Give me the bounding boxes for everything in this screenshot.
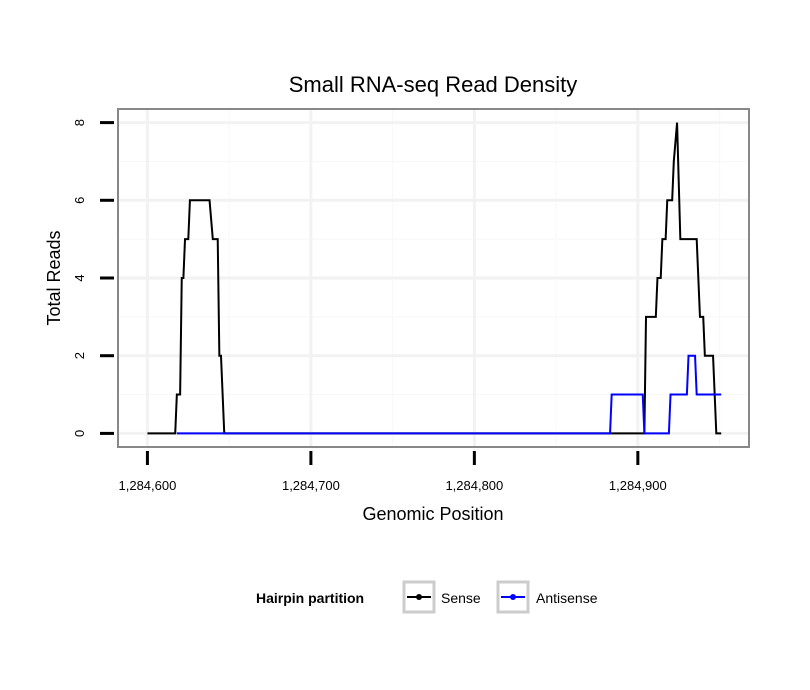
x-tick-label: 1,284,600 bbox=[119, 478, 177, 493]
y-axis: 0 2 4 6 8 bbox=[72, 119, 114, 437]
y-tick-label: 6 bbox=[72, 197, 87, 204]
legend-item-antisense: Antisense bbox=[496, 580, 598, 614]
x-axis-title: Genomic Position bbox=[362, 504, 503, 524]
y-tick-label: 4 bbox=[72, 274, 87, 281]
y-tick-label: 2 bbox=[72, 352, 87, 359]
y-tick-label: 0 bbox=[72, 430, 87, 437]
legend-label-antisense: Antisense bbox=[536, 590, 598, 606]
chart-title: Small RNA-seq Read Density bbox=[289, 72, 578, 97]
x-tick-label: 1,284,900 bbox=[609, 478, 667, 493]
legend-item-sense: Sense bbox=[402, 580, 481, 614]
series-line-antisense bbox=[176, 354, 722, 435]
legend-point-sense bbox=[416, 594, 422, 600]
legend-point-antisense bbox=[510, 594, 516, 600]
legend: Hairpin partition Sense Antisense bbox=[256, 580, 598, 614]
y-tick-label: 8 bbox=[72, 119, 87, 126]
y-axis-title: Total Reads bbox=[44, 230, 64, 325]
series-line-sense bbox=[147, 122, 722, 435]
x-tick-label: 1,284,700 bbox=[282, 478, 340, 493]
grid-lines bbox=[118, 109, 749, 447]
series-layer bbox=[147, 122, 722, 435]
plot-panel-border bbox=[117, 108, 750, 448]
legend-title: Hairpin partition bbox=[256, 590, 364, 606]
legend-label-sense: Sense bbox=[441, 590, 481, 606]
x-axis: 1,284,600 1,284,700 1,284,800 1,284,900 bbox=[119, 451, 667, 493]
x-tick-label: 1,284,800 bbox=[445, 478, 503, 493]
